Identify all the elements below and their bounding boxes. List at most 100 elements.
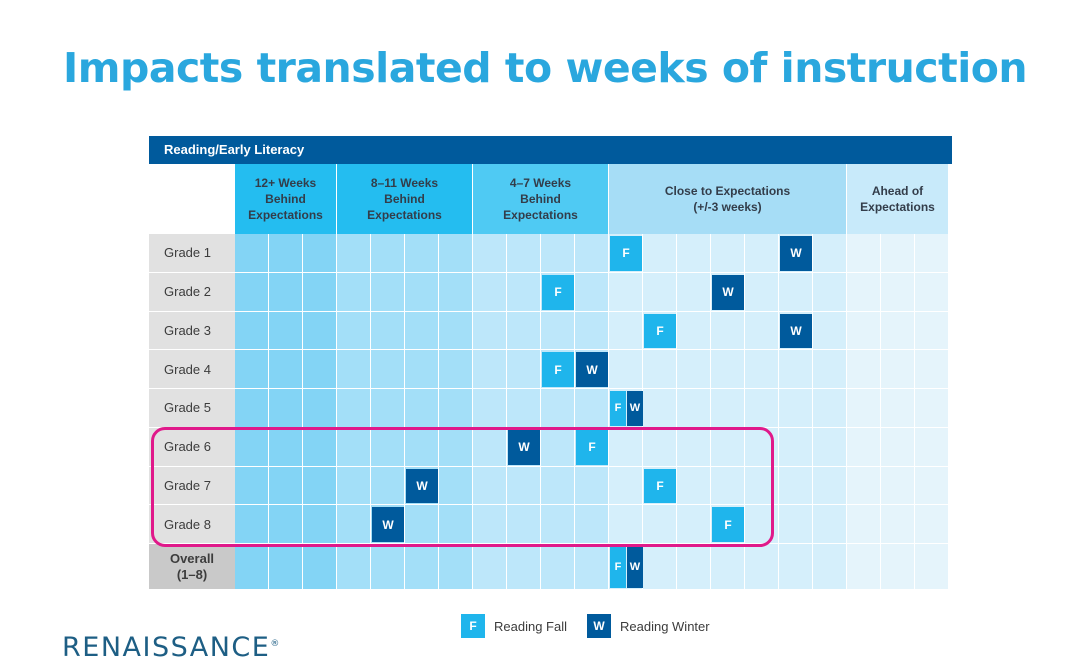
grid-cell <box>269 234 303 273</box>
row-label: Overall (1–8) <box>149 544 235 590</box>
grid-cell <box>643 234 677 273</box>
grid-cell <box>269 427 303 467</box>
grid-cell <box>303 466 337 506</box>
grid-cell <box>337 389 371 428</box>
section-title: Reading/Early Literacy <box>149 136 952 164</box>
grid-cell <box>575 272 609 312</box>
band-header-line: (+/-3 weeks) <box>693 200 762 214</box>
grid-cell <box>711 466 745 506</box>
legend-winter-label: Reading Winter <box>620 618 710 634</box>
grid-cell <box>405 311 439 351</box>
legend-item-winter: W Reading Winter <box>587 614 710 638</box>
grid-cell <box>813 350 847 389</box>
band-header-line: Expectations <box>248 208 323 222</box>
legend-fall-label: Reading Fall <box>494 618 567 634</box>
row-label: Grade 4 <box>149 350 235 389</box>
band-header-line: Ahead of <box>871 184 924 198</box>
grid-cell <box>881 350 915 389</box>
grid-cell <box>813 505 847 544</box>
grid-cell <box>677 466 711 506</box>
winter-marker: W <box>508 429 540 465</box>
grid-cell <box>915 311 949 351</box>
grid-cell <box>915 234 949 273</box>
row-label-text: Grade 1 <box>164 245 211 261</box>
grid-cell <box>575 466 609 506</box>
row-label: Grade 7 <box>149 466 235 506</box>
band-header-label: 8–11 Weeks Behind Expectations <box>367 175 442 223</box>
fall-marker: F <box>610 546 626 588</box>
grid-cell <box>813 427 847 467</box>
grid-cell <box>643 272 677 312</box>
grid-cell <box>813 234 847 273</box>
grid-cell <box>439 272 473 312</box>
grid-cell <box>847 350 881 389</box>
grid-cell <box>847 311 881 351</box>
row-label: Grade 5 <box>149 389 235 428</box>
grid-cell <box>371 311 405 351</box>
grid-cell <box>677 427 711 467</box>
grid-cell <box>303 427 337 467</box>
grid-cell <box>609 505 643 544</box>
grid-cell <box>337 234 371 273</box>
band-header-line: 8–11 Weeks <box>370 176 439 190</box>
grid-cell <box>847 427 881 467</box>
grid-cell <box>405 505 439 544</box>
grid-cell <box>507 272 541 312</box>
grid-cell <box>507 466 541 506</box>
fall-marker: F <box>542 274 574 310</box>
row-label-text: Grade 4 <box>164 361 211 377</box>
row-label-text: Overall (1–8) <box>170 551 214 583</box>
row-label-line: (1–8) <box>176 566 208 582</box>
grid-cell <box>915 427 949 467</box>
band-header-line: Expectations <box>503 208 578 222</box>
grid-cell <box>337 466 371 506</box>
grid-cell <box>881 505 915 544</box>
row-label: Grade 1 <box>149 234 235 273</box>
grid-cell <box>371 234 405 273</box>
grid-cell <box>813 389 847 428</box>
band-header-line: Behind <box>520 192 561 206</box>
legend-winter-marker: W <box>587 614 611 638</box>
row-label-text: Grade 2 <box>164 284 211 300</box>
grid-cell <box>915 350 949 389</box>
grid-cell <box>915 466 949 506</box>
grid-cell <box>881 466 915 506</box>
band-header-line: Close to Expectations <box>664 184 791 198</box>
grid-cell <box>677 234 711 273</box>
grid-cell <box>303 505 337 544</box>
winter-marker: W <box>627 391 643 426</box>
grid-cell <box>337 272 371 312</box>
grid-cell <box>711 350 745 389</box>
grid-cell <box>337 311 371 351</box>
grid-cell <box>575 505 609 544</box>
grid-cell <box>235 350 269 389</box>
grid-cell <box>847 505 881 544</box>
grid-cell <box>779 272 813 312</box>
grid-cell <box>915 389 949 428</box>
winter-marker: W <box>627 546 643 588</box>
grid-cell <box>541 505 575 544</box>
grid-cell <box>915 505 949 544</box>
band-header-line: 12+ Weeks <box>254 176 317 190</box>
grid-cell <box>303 311 337 351</box>
band-header-0: 12+ Weeks Behind Expectations <box>235 164 337 234</box>
grid-cell <box>473 389 507 428</box>
grid-cell <box>575 311 609 351</box>
grid-cell <box>643 544 677 590</box>
grid-cell <box>881 311 915 351</box>
logo-text: RENAISSANCE <box>62 632 271 663</box>
grid-cell <box>269 544 303 590</box>
grid-cell <box>779 505 813 544</box>
grid-cell <box>371 350 405 389</box>
header-corner <box>149 164 235 234</box>
weeks-of-instruction-table: Reading/Early Literacy 12+ Weeks Behind Ex… <box>149 136 952 590</box>
band-header-line: 4–7 Weeks <box>509 176 572 190</box>
fall-marker: F <box>644 468 676 504</box>
band-header-line: Expectations <box>860 200 935 214</box>
row-label: Grade 8 <box>149 505 235 544</box>
grid-cell <box>235 427 269 467</box>
grid-cell <box>405 389 439 428</box>
grid-cell <box>745 505 779 544</box>
renaissance-logo: RENAISSANCE® <box>62 632 279 663</box>
grid-cell <box>847 389 881 428</box>
